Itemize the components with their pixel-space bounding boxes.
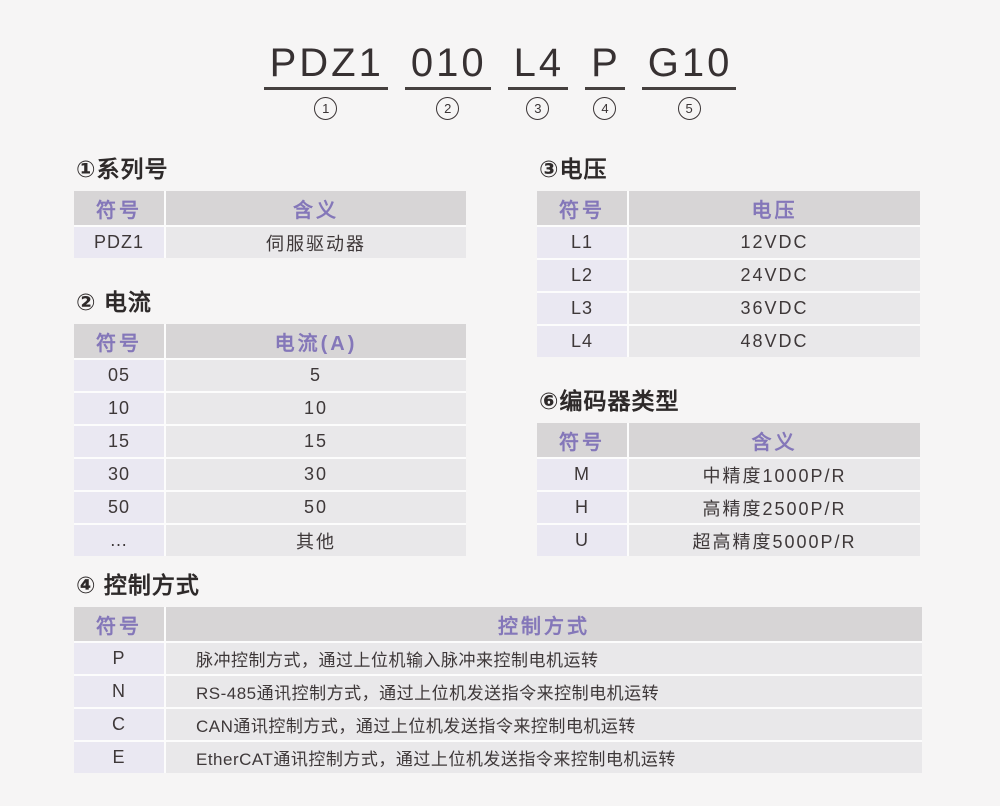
segment-number-badge: 1	[314, 97, 338, 120]
cell-value: CAN通讯控制方式，通过上位机发送指令来控制电机运转	[166, 709, 922, 740]
column-header-voltage: 电压	[629, 191, 920, 225]
segment-text: P	[585, 42, 625, 90]
cell-symbol: U	[537, 525, 627, 556]
model-code-segment-gear: G10 5	[641, 42, 737, 120]
cell-value: 15	[166, 426, 466, 457]
cell-value: 5	[166, 360, 466, 391]
column-header-meaning: 含义	[629, 423, 920, 457]
column-header-symbol: 符号	[74, 607, 164, 641]
table-current: 符号 电流(A) 05 5 10 10 15 15 30 30 50 50 … …	[74, 324, 466, 556]
section-title-encoder: ⑥编码器类型	[539, 388, 680, 414]
cell-symbol: P	[74, 643, 164, 674]
section-title-control: ④ 控制方式	[76, 572, 200, 598]
cell-value: EtherCAT通讯控制方式，通过上位机发送指令来控制电机运转	[166, 742, 922, 773]
column-header-meaning: 含义	[166, 191, 466, 225]
section-title-current: ② 电流	[76, 289, 152, 315]
cell-symbol: 10	[74, 393, 164, 424]
segment-number-badge: 2	[436, 97, 460, 120]
cell-value: 超高精度5000P/R	[629, 525, 920, 556]
cell-symbol: L3	[537, 293, 627, 324]
section-series: ①系列号 符号 含义 PDZ1 伺服驱动器	[74, 155, 466, 258]
table-encoder: 符号 含义 M 中精度1000P/R H 高精度2500P/R U 超高精度50…	[537, 423, 920, 556]
cell-value: 50	[166, 492, 466, 523]
cell-symbol: 05	[74, 360, 164, 391]
cell-symbol: L1	[537, 227, 627, 258]
cell-value: 30	[166, 459, 466, 490]
segment-text: PDZ1	[263, 42, 388, 90]
cell-symbol: L4	[537, 326, 627, 357]
cell-symbol: C	[74, 709, 164, 740]
model-code-segment-current: 010 2	[404, 42, 491, 120]
column-header-symbol: 符号	[74, 324, 164, 358]
cell-symbol: 50	[74, 492, 164, 523]
cell-value: 12VDC	[629, 227, 920, 258]
cell-symbol: E	[74, 742, 164, 773]
model-code: PDZ1 1 010 2 L4 3 P 4 G10 5	[0, 42, 1000, 120]
cell-symbol: 15	[74, 426, 164, 457]
cell-symbol: H	[537, 492, 627, 523]
section-voltage: ③电压 符号 电压 L1 12VDC L2 24VDC L3 36VDC L4 …	[537, 155, 920, 357]
cell-symbol: N	[74, 676, 164, 707]
segment-text: G10	[641, 42, 737, 90]
left-column: ①系列号 符号 含义 PDZ1 伺服驱动器 ② 电流 符号 电流(A) 05 5…	[74, 155, 466, 556]
cell-value: 脉冲控制方式，通过上位机输入脉冲来控制电机运转	[166, 643, 922, 674]
cell-value: 其他	[166, 525, 466, 556]
segment-number-badge: 5	[677, 97, 701, 120]
cell-value: 高精度2500P/R	[629, 492, 920, 523]
table-series: 符号 含义 PDZ1 伺服驱动器	[74, 191, 466, 258]
segment-number-badge: 3	[526, 97, 550, 120]
section-control: ④ 控制方式 符号 控制方式 P 脉冲控制方式，通过上位机输入脉冲来控制电机运转…	[74, 571, 922, 773]
cell-value: 10	[166, 393, 466, 424]
cell-symbol: PDZ1	[74, 227, 164, 258]
model-code-segment-series: PDZ1 1	[263, 42, 388, 120]
column-header-current: 电流(A)	[166, 324, 466, 358]
model-code-segment-voltage: L4 3	[507, 42, 569, 120]
table-voltage: 符号 电压 L1 12VDC L2 24VDC L3 36VDC L4 48VD…	[537, 191, 920, 357]
cell-value: 24VDC	[629, 260, 920, 291]
section-title-series: ①系列号	[76, 156, 169, 182]
section-current: ② 电流 符号 电流(A) 05 5 10 10 15 15 30 30 50 …	[74, 288, 466, 556]
column-header-symbol: 符号	[74, 191, 164, 225]
section-title-voltage: ③电压	[539, 156, 608, 182]
cell-symbol: L2	[537, 260, 627, 291]
column-header-symbol: 符号	[537, 191, 627, 225]
right-column: ③电压 符号 电压 L1 12VDC L2 24VDC L3 36VDC L4 …	[537, 155, 920, 556]
cell-symbol: M	[537, 459, 627, 490]
segment-text: L4	[507, 42, 569, 90]
segment-text: 010	[404, 42, 491, 90]
cell-value: 伺服驱动器	[166, 227, 466, 258]
cell-value: RS-485通讯控制方式，通过上位机发送指令来控制电机运转	[166, 676, 922, 707]
cell-value: 48VDC	[629, 326, 920, 357]
column-header-symbol: 符号	[537, 423, 627, 457]
cell-value: 36VDC	[629, 293, 920, 324]
segment-number-badge: 4	[593, 97, 617, 120]
cell-symbol: 30	[74, 459, 164, 490]
table-control: 符号 控制方式 P 脉冲控制方式，通过上位机输入脉冲来控制电机运转 N RS-4…	[74, 607, 922, 773]
model-code-segment-control: P 4	[585, 42, 625, 120]
cell-symbol: …	[74, 525, 164, 556]
cell-value: 中精度1000P/R	[629, 459, 920, 490]
column-header-control-mode: 控制方式	[166, 607, 922, 641]
section-encoder: ⑥编码器类型 符号 含义 M 中精度1000P/R H 高精度2500P/R U…	[537, 387, 920, 556]
